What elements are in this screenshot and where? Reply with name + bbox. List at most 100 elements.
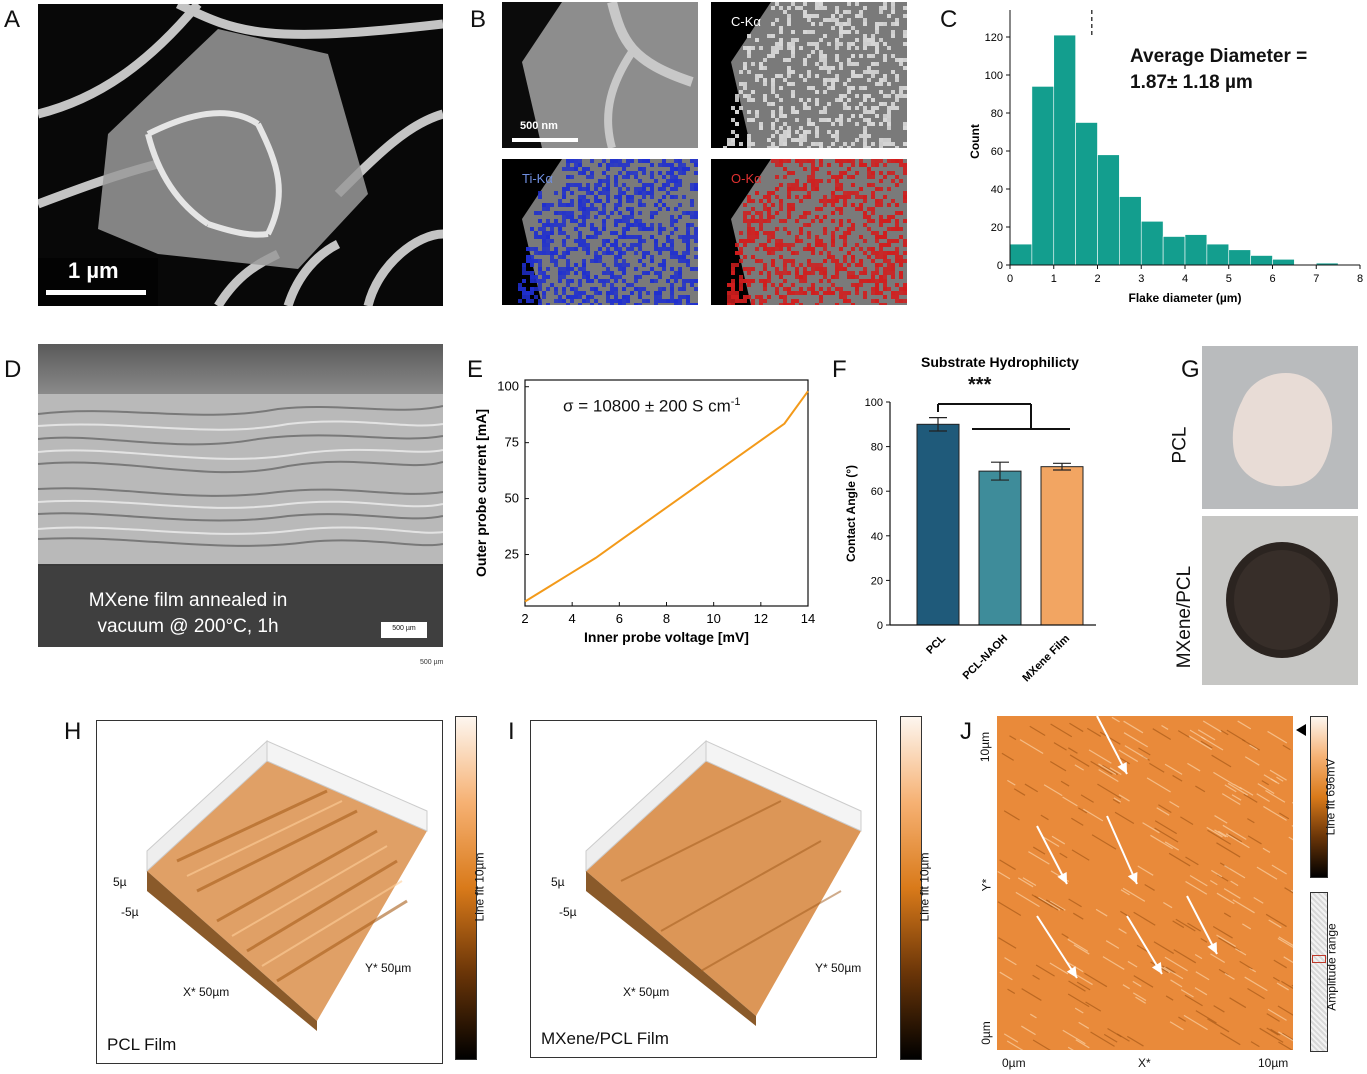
eds-pixel xyxy=(674,251,678,255)
eds-pixel xyxy=(835,175,839,179)
colorbar-label-j-wrap: Line fit 696mV xyxy=(1323,759,1348,836)
eds-pixel xyxy=(879,251,883,255)
eds-pixel xyxy=(598,211,602,215)
eds-pixel xyxy=(863,130,867,134)
eds-pixel xyxy=(839,114,843,118)
eds-pixel xyxy=(614,279,618,283)
eds-pixel xyxy=(835,46,839,50)
eds-pixel xyxy=(851,26,855,30)
x-tick-label: 0 xyxy=(1007,273,1013,285)
eds-pixel xyxy=(638,275,642,279)
eds-pixel xyxy=(839,195,843,199)
afm-texture-stroke xyxy=(1231,794,1242,801)
eds-titanium-graphic xyxy=(518,159,698,305)
eds-pixel xyxy=(891,215,895,219)
eds-pixel xyxy=(835,271,839,275)
eds-pixel xyxy=(618,163,622,167)
eds-pixel xyxy=(807,122,811,126)
eds-pixel xyxy=(851,227,855,231)
eds-pixel xyxy=(767,211,771,215)
eds-pixel xyxy=(815,187,819,191)
eds-pixel xyxy=(606,199,610,203)
eds-pixel xyxy=(670,171,674,175)
eds-pixel xyxy=(694,187,698,191)
eds-pixel xyxy=(743,66,747,70)
eds-pixel xyxy=(847,271,851,275)
eds-pixel xyxy=(903,66,907,70)
eds-pixel xyxy=(586,215,590,219)
eds-pixel xyxy=(686,279,690,283)
eds-pixel xyxy=(747,283,751,287)
eds-pixel xyxy=(566,279,570,283)
afm-texture-stroke xyxy=(1109,767,1122,776)
contact-angle-bar xyxy=(1040,466,1084,626)
eds-pixel xyxy=(686,231,690,235)
eds-pixel xyxy=(835,22,839,26)
eds-pixel xyxy=(783,78,787,82)
afm-3d-surface-pcl xyxy=(146,739,428,1031)
eds-pixel xyxy=(855,46,859,50)
eds-pixel xyxy=(787,46,791,50)
afm-texture-stroke xyxy=(999,971,1013,981)
eds-pixel xyxy=(530,255,534,259)
eds-pixel xyxy=(827,251,831,255)
eds-pixel xyxy=(895,94,899,98)
x-tick-label: 3 xyxy=(1138,273,1144,285)
afm-texture-stroke xyxy=(1290,889,1293,893)
histogram-bar xyxy=(1097,154,1120,266)
afm-texture-stroke xyxy=(1200,736,1224,751)
eds-pixel xyxy=(674,299,678,303)
eds-pixel xyxy=(859,283,863,287)
eds-pixel xyxy=(662,187,666,191)
eds-pixel xyxy=(558,295,562,299)
eds-pixel xyxy=(654,203,658,207)
eds-pixel xyxy=(562,195,566,199)
eds-pixel xyxy=(566,175,570,179)
eds-pixel xyxy=(546,203,550,207)
eds-pixel xyxy=(747,94,751,98)
afm-texture-stroke xyxy=(1127,960,1138,968)
eds-pixel xyxy=(807,263,811,267)
eds-pixel xyxy=(887,46,891,50)
eds-pixel xyxy=(779,207,783,211)
eds-pixel xyxy=(602,211,606,215)
eds-pixel xyxy=(594,275,598,279)
eds-pixel xyxy=(851,42,855,46)
eds-pixel xyxy=(791,171,795,175)
eds-pixel xyxy=(819,295,823,299)
eds-pixel xyxy=(562,271,566,275)
eds-pixel xyxy=(779,183,783,187)
eds-pixel xyxy=(779,271,783,275)
eds-pixel xyxy=(903,42,907,46)
eds-pixel xyxy=(871,74,875,78)
eds-pixel xyxy=(847,58,851,62)
eds-pixel xyxy=(526,255,530,259)
eds-pixel xyxy=(835,179,839,183)
eds-pixel xyxy=(843,195,847,199)
eds-pixel xyxy=(839,219,843,223)
eds-pixel xyxy=(574,163,578,167)
eds-pixel xyxy=(751,207,755,211)
eds-pixel xyxy=(743,239,747,243)
eds-pixel xyxy=(839,118,843,122)
eds-pixel xyxy=(875,46,879,50)
eds-pixel xyxy=(594,255,598,259)
eds-pixel xyxy=(662,243,666,247)
afm-texture-stroke xyxy=(1001,752,1014,761)
eds-pixel xyxy=(610,283,614,287)
eds-pixel xyxy=(606,295,610,299)
eds-pixel xyxy=(779,243,783,247)
eds-pixel xyxy=(642,287,646,291)
eds-pixel xyxy=(747,235,751,239)
eds-pixel xyxy=(775,195,779,199)
eds-pixel xyxy=(855,243,859,247)
afm-texture-stroke xyxy=(1015,891,1040,908)
eds-pixel xyxy=(678,287,682,291)
afm-texture-stroke xyxy=(1099,731,1121,745)
eds-pixel xyxy=(787,243,791,247)
eds-pixel xyxy=(883,275,887,279)
eds-carbon-graphic xyxy=(723,2,907,148)
eds-pixel xyxy=(542,279,546,283)
eds-pixel xyxy=(847,18,851,22)
eds-pixel xyxy=(747,110,751,114)
